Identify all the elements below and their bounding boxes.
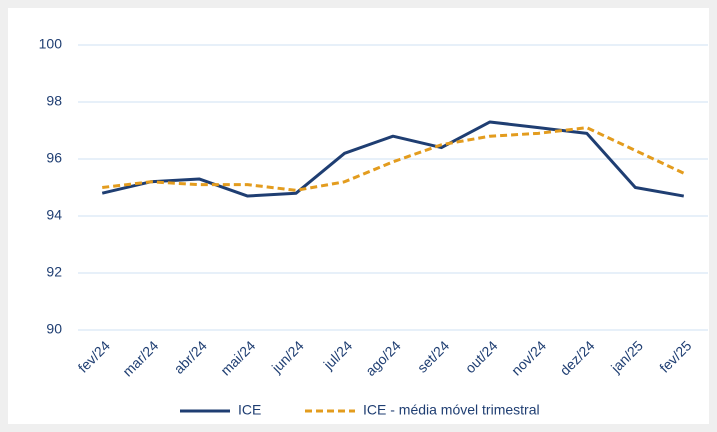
y-tick-label: 100	[39, 36, 63, 52]
legend-label: ICE - média móvel trimestral	[363, 402, 540, 418]
legend-label: ICE	[238, 402, 261, 418]
y-tick-label: 98	[46, 93, 62, 109]
y-tick-label: 92	[46, 264, 62, 280]
y-tick-label: 96	[46, 150, 62, 166]
series-line	[101, 120, 685, 198]
y-tick-label: 94	[46, 207, 62, 223]
y-tick-label: 90	[46, 321, 62, 337]
